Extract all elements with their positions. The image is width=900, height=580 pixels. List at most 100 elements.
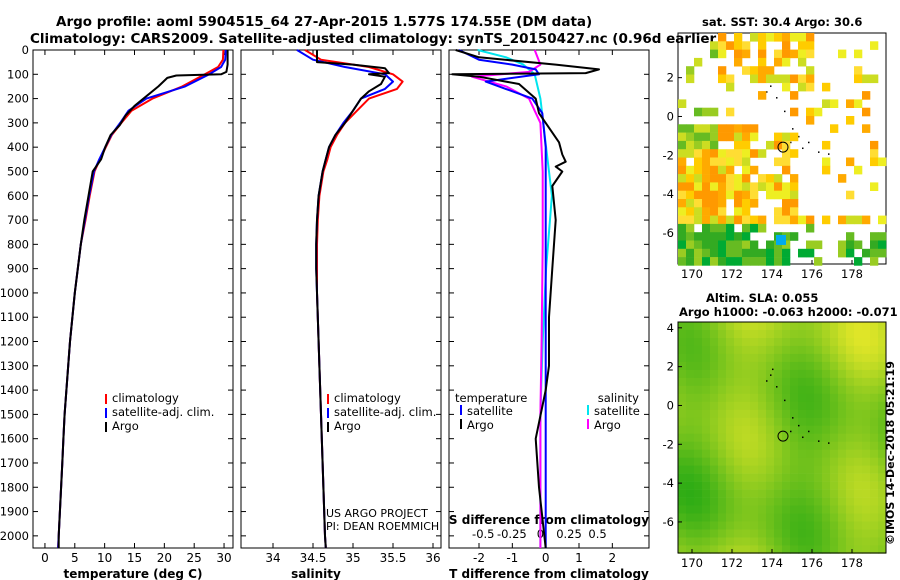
sla-pixel: [838, 449, 847, 458]
sla-pixel: [678, 417, 687, 427]
sla-pixel: [710, 377, 719, 387]
sst-pixel: [726, 124, 735, 133]
sla-map-island: [798, 424, 800, 427]
sla-pixel: [806, 353, 815, 363]
sla-pixel: [726, 353, 735, 363]
sla-pixel: [798, 338, 807, 347]
sla-pixel: [678, 322, 687, 331]
sla-pixel: [766, 497, 775, 506]
sst-pixel: [814, 107, 823, 117]
sst-pixel: [790, 74, 799, 84]
sst-pixel: [846, 248, 855, 258]
sst-pixel: [838, 174, 847, 183]
sla-pixel: [830, 505, 839, 514]
sla-pixel: [686, 513, 695, 522]
sla-pixel: [782, 441, 791, 450]
sla-map-xtick-label: 174: [761, 556, 783, 570]
sla-pixel: [830, 449, 839, 458]
sla-pixel: [846, 449, 855, 458]
sst-pixel: [806, 116, 815, 125]
sla-pixel: [838, 521, 847, 530]
sla-pixel: [750, 473, 759, 482]
sst-pixel: [694, 157, 703, 167]
sst-pixel: [718, 149, 727, 158]
sst-pixel: [710, 182, 719, 191]
sst-pixel: [758, 41, 767, 50]
sla-pixel: [838, 489, 847, 498]
sla-pixel: [854, 441, 863, 450]
salinity-tick-label: 35.5: [380, 551, 407, 565]
sst-pixel: [742, 240, 751, 250]
sla-pixel: [694, 481, 703, 490]
sst-pixel: [782, 257, 791, 266]
sst-pixel: [710, 240, 719, 250]
sla-map-argo-marker: [777, 430, 789, 442]
sla-pixel: [878, 505, 887, 514]
sla-pixel: [822, 401, 831, 411]
sla-pixel: [710, 338, 719, 347]
sst-pixel: [878, 157, 887, 167]
sla-pixel: [702, 385, 711, 395]
sst-pixel: [750, 149, 759, 158]
sla-pixel: [694, 497, 703, 506]
sst-pixel: [686, 207, 695, 216]
sla-pixel: [862, 425, 871, 434]
sla-pixel: [838, 425, 847, 434]
sla-map-title-1: Altim. SLA: 0.055: [706, 291, 819, 305]
sla-pixel: [798, 449, 807, 458]
sla-pixel: [694, 513, 703, 522]
sst-pixel: [742, 190, 751, 200]
sla-pixel: [742, 441, 751, 450]
diff-legend-s-argo: Argo: [594, 418, 621, 432]
sla-pixel: [782, 449, 791, 458]
sla-map-island: [818, 440, 820, 442]
sla-pixel: [806, 361, 815, 371]
sla-pixel: [814, 409, 823, 419]
sst-pixel: [846, 99, 855, 108]
sla-pixel: [702, 489, 711, 498]
sla-map-ytick-label: 0: [667, 398, 674, 412]
sst-pixel: [846, 157, 855, 167]
sla-pixel: [774, 489, 783, 498]
sla-pixel: [862, 401, 871, 411]
sst-pixel: [830, 124, 839, 133]
sla-pixel: [790, 417, 799, 427]
sst-pixel: [702, 107, 711, 117]
sla-pixel: [734, 449, 743, 458]
sst-pixel: [854, 49, 863, 59]
sst-pixel: [838, 215, 847, 225]
sst-pixel: [878, 232, 887, 241]
sla-pixel: [734, 361, 743, 371]
sla-pixel: [734, 417, 743, 427]
sla-pixel: [790, 465, 799, 474]
sla-pixel: [798, 417, 807, 427]
sla-pixel: [782, 369, 791, 379]
sla-pixel: [870, 505, 879, 514]
depth-tick-label: 300: [7, 116, 29, 130]
sla-pixel: [782, 425, 791, 434]
sla-pixel: [718, 322, 727, 331]
salinity-axis-label: salinity: [291, 567, 341, 580]
sla-pixel: [806, 473, 815, 482]
sla-pixel: [750, 433, 759, 442]
sla-pixel: [838, 505, 847, 514]
sla-pixel: [774, 353, 783, 363]
sla-pixel: [878, 481, 887, 490]
sst-pixel: [694, 124, 703, 133]
sla-pixel: [766, 377, 775, 387]
sst-pixel: [862, 107, 871, 117]
sst-pixel: [718, 190, 727, 200]
sla-pixel: [782, 338, 791, 347]
sla-map-island: [808, 430, 810, 433]
sla-pixel: [814, 369, 823, 379]
sla-pixel: [710, 361, 719, 371]
sst-pixel: [758, 49, 767, 59]
sla-pixel: [766, 425, 775, 434]
sst-pixel: [766, 140, 775, 150]
sst-pixel: [734, 174, 743, 183]
sla-pixel: [742, 385, 751, 395]
diff-legend-t-argo: Argo: [467, 418, 494, 432]
sla-pixel: [766, 345, 775, 355]
sla-pixel: [750, 401, 759, 411]
sla-pixel: [678, 473, 687, 482]
